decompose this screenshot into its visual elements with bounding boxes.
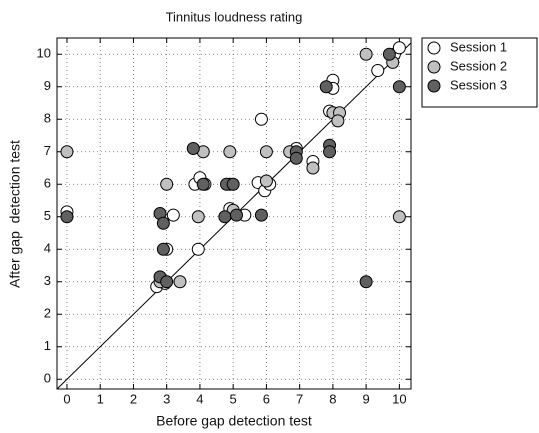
x-tick-label: 2 [130, 391, 137, 406]
y-tick-label: 5 [44, 208, 51, 223]
x-tick-label: 3 [163, 391, 170, 406]
y-tick-label: 6 [44, 176, 51, 191]
x-axis-label: Before gap detection test [156, 413, 312, 429]
legend-marker [427, 41, 441, 55]
data-point [223, 145, 237, 159]
legend-box [421, 37, 538, 108]
data-point [160, 177, 174, 191]
data-point [218, 210, 232, 224]
data-point [392, 210, 406, 224]
legend-label: Session 1 [450, 39, 507, 54]
data-point [173, 275, 187, 289]
data-point [319, 80, 333, 94]
x-tick-label: 6 [263, 391, 270, 406]
data-point [226, 177, 240, 191]
chart-title: Tinnitus loudness rating [166, 9, 303, 24]
x-tick-label: 7 [296, 391, 303, 406]
x-tick-label: 1 [97, 391, 104, 406]
y-tick-label: 8 [44, 111, 51, 126]
plot-frame [56, 37, 412, 390]
y-tick-label: 1 [44, 338, 51, 353]
x-tick-label: 0 [63, 391, 70, 406]
legend-label: Session 2 [450, 58, 507, 73]
data-point [289, 151, 303, 165]
data-point [196, 177, 210, 191]
data-point [60, 145, 74, 159]
legend-label: Session 3 [450, 77, 507, 92]
x-tick-label: 5 [230, 391, 237, 406]
x-tick-label: 10 [392, 391, 406, 406]
data-point [371, 64, 385, 77]
y-tick-label: 7 [44, 143, 51, 158]
x-tick-label: 9 [363, 391, 370, 406]
data-point [254, 112, 268, 126]
y-tick-label: 10 [37, 46, 51, 61]
y-tick-label: 3 [44, 273, 51, 288]
data-point [156, 216, 170, 230]
data-point [156, 242, 170, 256]
data-point [259, 145, 273, 159]
data-point [186, 142, 200, 155]
data-point [254, 208, 268, 222]
legend-marker [427, 60, 441, 74]
data-point [229, 208, 243, 222]
data-point [392, 80, 406, 94]
data-point [359, 47, 373, 61]
y-tick-label: 0 [44, 371, 51, 386]
data-point [331, 114, 345, 128]
y-tick-label: 2 [44, 306, 51, 321]
data-point [359, 275, 373, 289]
y-tick-label: 9 [44, 78, 51, 93]
data-point [259, 174, 273, 188]
data-point [392, 41, 406, 55]
y-axis-label: After gap detection test [7, 140, 23, 288]
data-point [60, 210, 74, 224]
data-point [191, 210, 205, 224]
y-tick-label: 4 [44, 241, 51, 256]
x-tick-label: 4 [196, 391, 203, 406]
data-point [191, 242, 205, 256]
legend-marker [427, 79, 441, 93]
data-point [160, 275, 174, 289]
data-point [166, 208, 180, 222]
x-tick-label: 8 [329, 391, 336, 406]
data-point [382, 47, 396, 61]
data-point [306, 161, 320, 175]
data-point [323, 145, 337, 159]
